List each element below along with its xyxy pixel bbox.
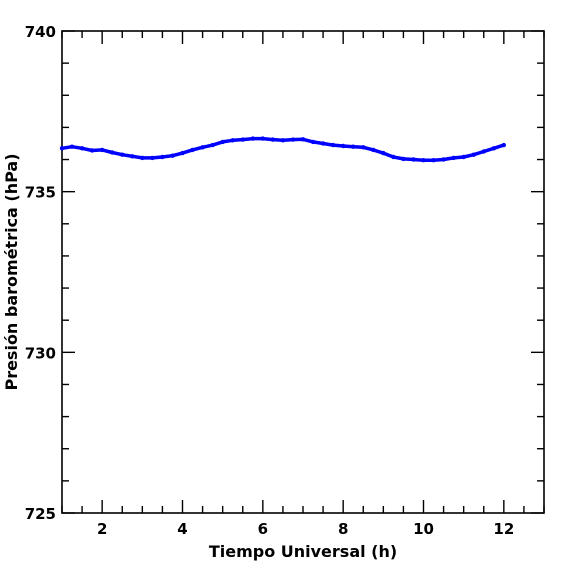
data-point <box>471 152 476 157</box>
x-tick-label: 12 <box>493 520 514 538</box>
data-point <box>361 145 366 150</box>
x-tick-label: 4 <box>177 520 187 538</box>
plot-frame <box>61 30 545 514</box>
data-point <box>89 148 95 153</box>
x-axis-label: Tiempo Universal (h) <box>209 542 397 561</box>
data-point <box>310 139 316 145</box>
x-tick-label: 10 <box>413 520 434 538</box>
x-tick-label: 2 <box>97 520 107 538</box>
data-point <box>120 152 125 157</box>
data-point <box>100 147 105 153</box>
data-point <box>210 142 215 148</box>
data-point <box>381 150 386 156</box>
data-point <box>79 146 85 151</box>
data-point <box>220 139 225 145</box>
x-tick-label: 6 <box>258 520 268 538</box>
data-point <box>501 142 506 148</box>
y-tick-label: 725 <box>25 505 56 523</box>
data-point <box>240 137 245 142</box>
data-point <box>260 136 265 141</box>
data-point <box>401 156 406 162</box>
data-point <box>330 142 336 148</box>
data-point <box>250 136 255 141</box>
data-point <box>59 146 65 151</box>
data-point <box>431 158 436 163</box>
data-point <box>230 138 235 143</box>
y-tick-label: 730 <box>25 344 56 362</box>
x-tick-label: 8 <box>338 520 348 538</box>
data-point <box>69 144 75 149</box>
data-point <box>461 154 466 160</box>
data-point <box>351 144 356 149</box>
data-point <box>411 157 416 162</box>
data-point <box>190 147 195 153</box>
data-point <box>270 137 276 142</box>
data-point <box>290 137 296 142</box>
data-point <box>341 143 346 149</box>
data-point <box>481 149 486 154</box>
data-point <box>130 154 135 159</box>
y-tick-label: 740 <box>25 23 56 41</box>
data-point <box>441 157 446 162</box>
data-point <box>150 155 155 161</box>
data-point <box>160 154 165 160</box>
data-point <box>320 141 326 146</box>
data-point <box>180 150 185 156</box>
data-point <box>110 150 115 155</box>
axis-tick-labels: 2 4 6 8 10 12 725 730 735 740 <box>25 23 515 538</box>
data-point <box>491 146 496 151</box>
series-group <box>59 136 506 163</box>
data-point <box>371 147 376 153</box>
data-point <box>140 155 145 161</box>
axis-ticks <box>61 30 545 514</box>
y-axis-label: Presión barométrica (hPa) <box>2 153 21 390</box>
data-point <box>170 153 175 158</box>
data-point <box>300 137 306 142</box>
data-point <box>280 138 286 143</box>
data-point <box>421 158 426 163</box>
y-tick-label: 735 <box>25 184 56 202</box>
data-point <box>391 154 396 160</box>
data-point <box>451 155 456 161</box>
data-point <box>200 145 205 150</box>
